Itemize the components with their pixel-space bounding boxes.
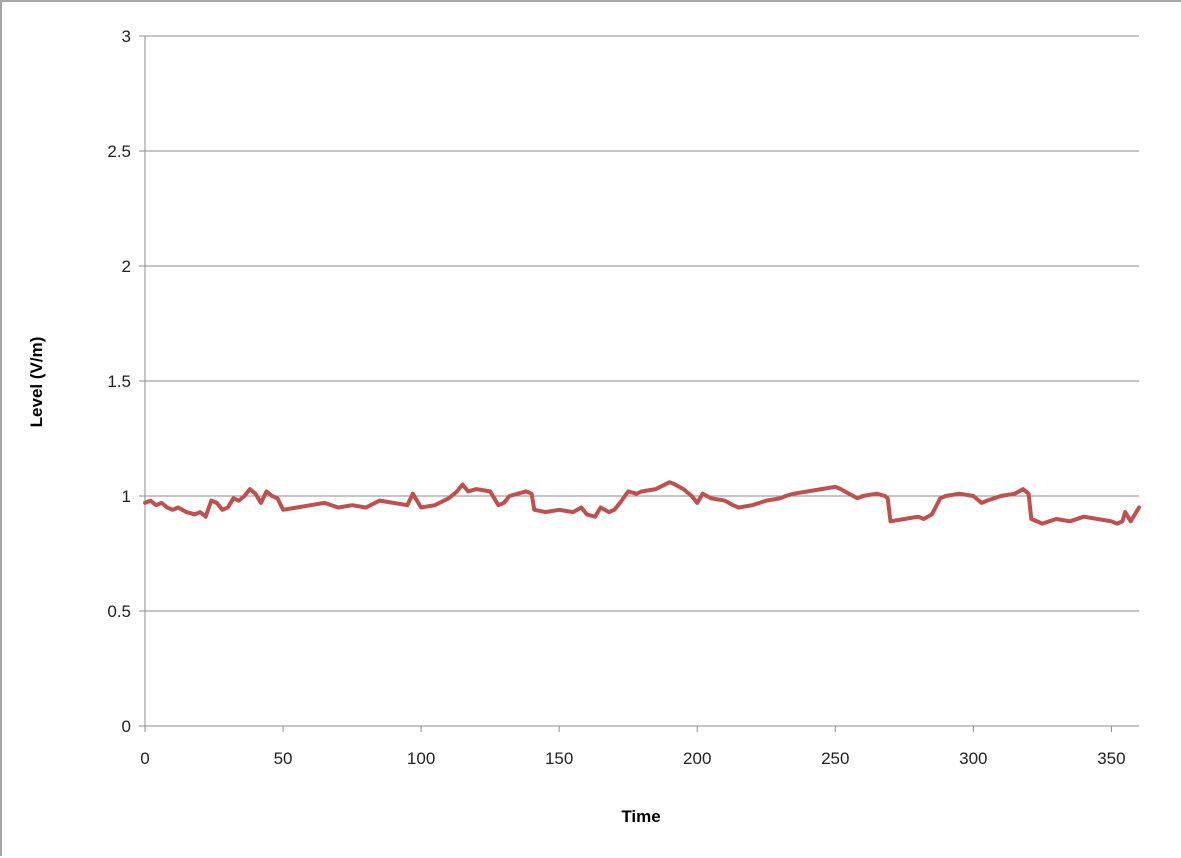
x-tick-label: 250	[821, 749, 849, 768]
gridlines	[145, 35, 1139, 612]
y-tick-label: 3	[122, 27, 131, 46]
y-tick-label: 2.5	[107, 142, 131, 161]
x-tick-label: 50	[274, 749, 293, 768]
x-tick-label: 0	[140, 749, 149, 768]
y-tick-label: 2	[122, 257, 131, 276]
x-tick-label: 100	[407, 749, 435, 768]
axes	[139, 35, 1139, 732]
y-tick-label: 1.5	[107, 372, 131, 391]
series-line	[143, 480, 1141, 526]
x-axis-title: Time	[621, 807, 660, 826]
y-tick-label: 0	[122, 717, 131, 736]
x-tick-label: 300	[959, 749, 987, 768]
x-tick-label: 150	[545, 749, 573, 768]
y-tick-label: 1	[122, 487, 131, 506]
tick-labels: 0 0.5 1 1.5 2 2.5 3 0 50 100 150 200 250 300 350	[107, 27, 1125, 768]
series-layer	[143, 480, 1141, 526]
x-tick-label: 200	[683, 749, 711, 768]
y-tick-label: 0.5	[107, 602, 131, 621]
x-tick-label: 350	[1097, 749, 1125, 768]
y-axis-title: Level (V/m)	[27, 337, 46, 428]
